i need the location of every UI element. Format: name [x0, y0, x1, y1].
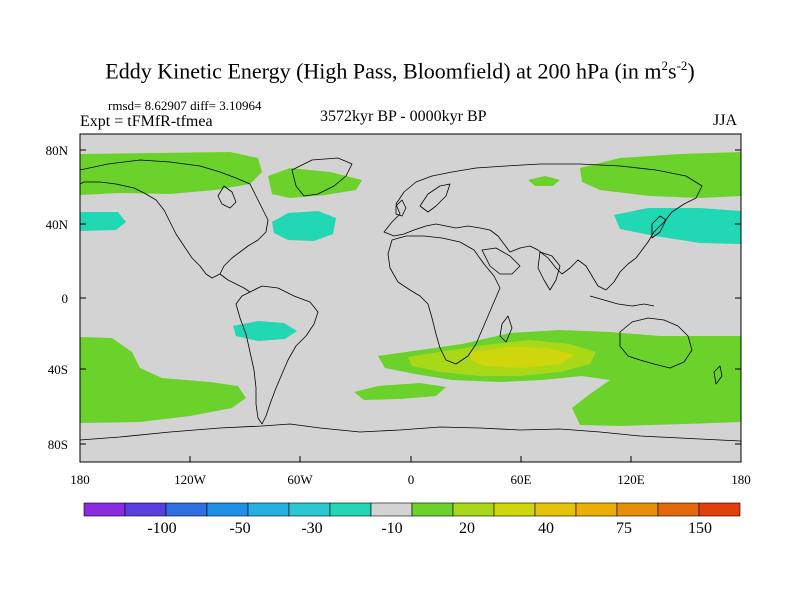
- colorbar-swatch: [247, 502, 290, 517]
- colorbar-swatch: [534, 502, 577, 517]
- plot-title: Eddy Kinetic Energy (High Pass, Bloomfie…: [0, 58, 800, 84]
- colorbar-label-m10: -10: [381, 520, 403, 537]
- anomaly-south-west: [80, 337, 246, 423]
- coast-eurasia: [383, 163, 703, 291]
- colorbar-label-75: 75: [616, 520, 632, 537]
- lon-label-120e: 120E: [617, 472, 645, 487]
- colorbar-label-150: 150: [688, 520, 712, 537]
- title-sup-1: 2: [661, 58, 669, 73]
- colorbar-label-20: 20: [459, 520, 475, 537]
- experiment-label: Expt = tFMfR-tfmea: [80, 113, 213, 130]
- coast-greenland: [291, 157, 353, 197]
- colorbar-swatch: [698, 502, 741, 517]
- title-text: Eddy Kinetic Energy (High Pass, Bloomfie…: [105, 58, 662, 84]
- season-label: JJA: [713, 112, 738, 129]
- axis-ticks: [79, 149, 742, 462]
- anomaly-nh-pacific: [614, 208, 741, 244]
- anomaly-nh-atlantic: [272, 211, 336, 241]
- anomaly-south-atlantic: [354, 383, 446, 400]
- lon-label-180e: 180: [731, 472, 751, 487]
- colorbar-swatch: [370, 502, 413, 517]
- coast-new-zealand: [713, 365, 723, 385]
- coast-scandinavia: [419, 183, 451, 213]
- coast-africa: [387, 235, 501, 365]
- colorbar-swatch: [575, 502, 618, 517]
- stats-label: rmsd= 8.62907 diff= 3.10964: [108, 98, 262, 113]
- colorbar-swatch: [329, 502, 372, 517]
- lat-label-80s: 80S: [47, 437, 68, 452]
- lat-label-0: 0: [61, 291, 69, 306]
- coast-antarctica: [80, 423, 741, 442]
- title-sup-2: -2: [676, 58, 688, 73]
- colorbar-label-m50: -50: [229, 520, 251, 537]
- lat-label-80n: 80N: [45, 143, 68, 158]
- colorbar-label-40: 40: [538, 520, 554, 537]
- colorbar-swatch: [165, 502, 208, 517]
- coast-central-america: [219, 273, 251, 293]
- colorbar-swatch: [411, 502, 454, 517]
- anomaly-north-west: [80, 152, 262, 195]
- anomaly-nh-west-pacific-edge: [80, 212, 126, 231]
- lat-label-40s: 40S: [47, 362, 68, 377]
- coast-british-isles: [395, 199, 407, 217]
- coast-indonesia: [589, 295, 655, 307]
- colorbar-swatch: [288, 502, 331, 517]
- title-mid: s: [668, 58, 677, 84]
- anomaly-north-greenland: [268, 168, 362, 198]
- colorbar-swatch: [452, 502, 495, 517]
- coast-north-america: [80, 159, 269, 279]
- colorbar-label-m30: -30: [301, 520, 323, 537]
- anomaly-north-siberia: [528, 176, 560, 186]
- colorbar-swatch: [493, 502, 536, 517]
- colorbar-swatch: [616, 502, 659, 517]
- colorbar-swatch: [206, 502, 249, 517]
- lon-label-60w: 60W: [287, 472, 313, 487]
- colorbar-swatch: [83, 502, 126, 517]
- anomaly-north-east: [580, 152, 741, 198]
- colorbar: [83, 502, 741, 517]
- lon-label-120w: 120W: [174, 472, 206, 487]
- title-end: ): [687, 58, 695, 84]
- coast-india: [537, 251, 561, 291]
- coast-arabia: [481, 247, 521, 275]
- coast-hudson-bay: [217, 185, 237, 209]
- colorbar-swatch: [124, 502, 167, 517]
- coast-australia: [619, 317, 693, 369]
- period-label: 3572kyr BP - 0000kyr BP: [320, 108, 487, 125]
- anomaly-sh-pacific: [233, 321, 297, 341]
- coast-madagascar: [499, 315, 513, 343]
- coast-south-america: [235, 285, 319, 425]
- lat-label-40n: 40N: [45, 217, 68, 232]
- lon-label-180w: 180: [70, 472, 90, 487]
- lon-label-0: 0: [407, 472, 415, 487]
- lon-label-60e: 60E: [510, 472, 532, 487]
- anomaly-south-indian-high: [470, 347, 575, 368]
- colorbar-label-m100: -100: [147, 520, 177, 537]
- coast-japan: [651, 215, 667, 239]
- colorbar-swatch: [657, 502, 700, 517]
